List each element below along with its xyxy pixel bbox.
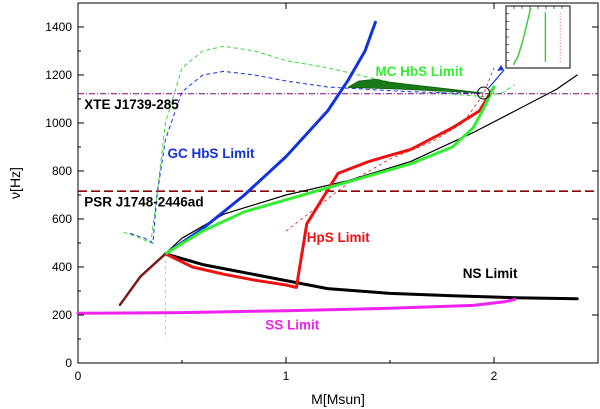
mc-hbs-dashed-curve <box>123 45 516 244</box>
low-mass-branch <box>118 252 167 307</box>
y-tick-label: 800 <box>52 164 72 178</box>
y-tick-label: 600 <box>52 212 72 226</box>
series-label: MC HbS Limit <box>375 64 463 79</box>
y-tick-label: 1200 <box>45 68 72 82</box>
zoom-arrowhead <box>497 65 504 71</box>
series-label: NS Limit <box>463 266 518 281</box>
y-tick-label: 1400 <box>45 20 72 34</box>
series-line <box>163 20 377 256</box>
series-label: HpS Limit <box>307 230 371 245</box>
zoom-arrow <box>488 69 505 89</box>
reference-line-label: XTE J1739-285 <box>84 97 179 112</box>
series-label: GC HbS Limit <box>167 146 255 161</box>
x-axis-title: M[Msun] <box>311 391 365 407</box>
overlap-region <box>348 78 484 94</box>
zoom-inset <box>488 5 571 89</box>
series-line <box>76 297 517 315</box>
y-tick-label: 400 <box>52 260 72 274</box>
limit-curves <box>76 20 579 315</box>
gc-hbs-dashed-curve <box>129 70 484 244</box>
x-tick-label: 1 <box>283 369 290 383</box>
y-tick-label: 200 <box>52 308 72 322</box>
zoom-marker-circle <box>477 86 491 100</box>
axis-ticks: 0 1 2 0 200 400 600 800 1000 1200 1400 <box>45 3 598 383</box>
annotations: XTE J1739-285 PSR J1748-2446ad NS Limit HpS… <box>84 64 518 332</box>
series-label: SS Limit <box>265 317 320 332</box>
inset-line <box>512 7 532 66</box>
x-tick-label: 2 <box>491 369 498 383</box>
y-axis-title: ν[Hz] <box>7 167 23 199</box>
y-tick-label: 0 <box>65 356 72 370</box>
series-line <box>163 85 496 256</box>
series-line <box>163 252 579 301</box>
reference-line-label: PSR J1748-2446ad <box>84 195 203 210</box>
y-tick-label: 1000 <box>45 116 72 130</box>
x-tick-label: 0 <box>75 369 82 383</box>
series-line <box>163 85 496 289</box>
reference-lines <box>78 93 598 192</box>
